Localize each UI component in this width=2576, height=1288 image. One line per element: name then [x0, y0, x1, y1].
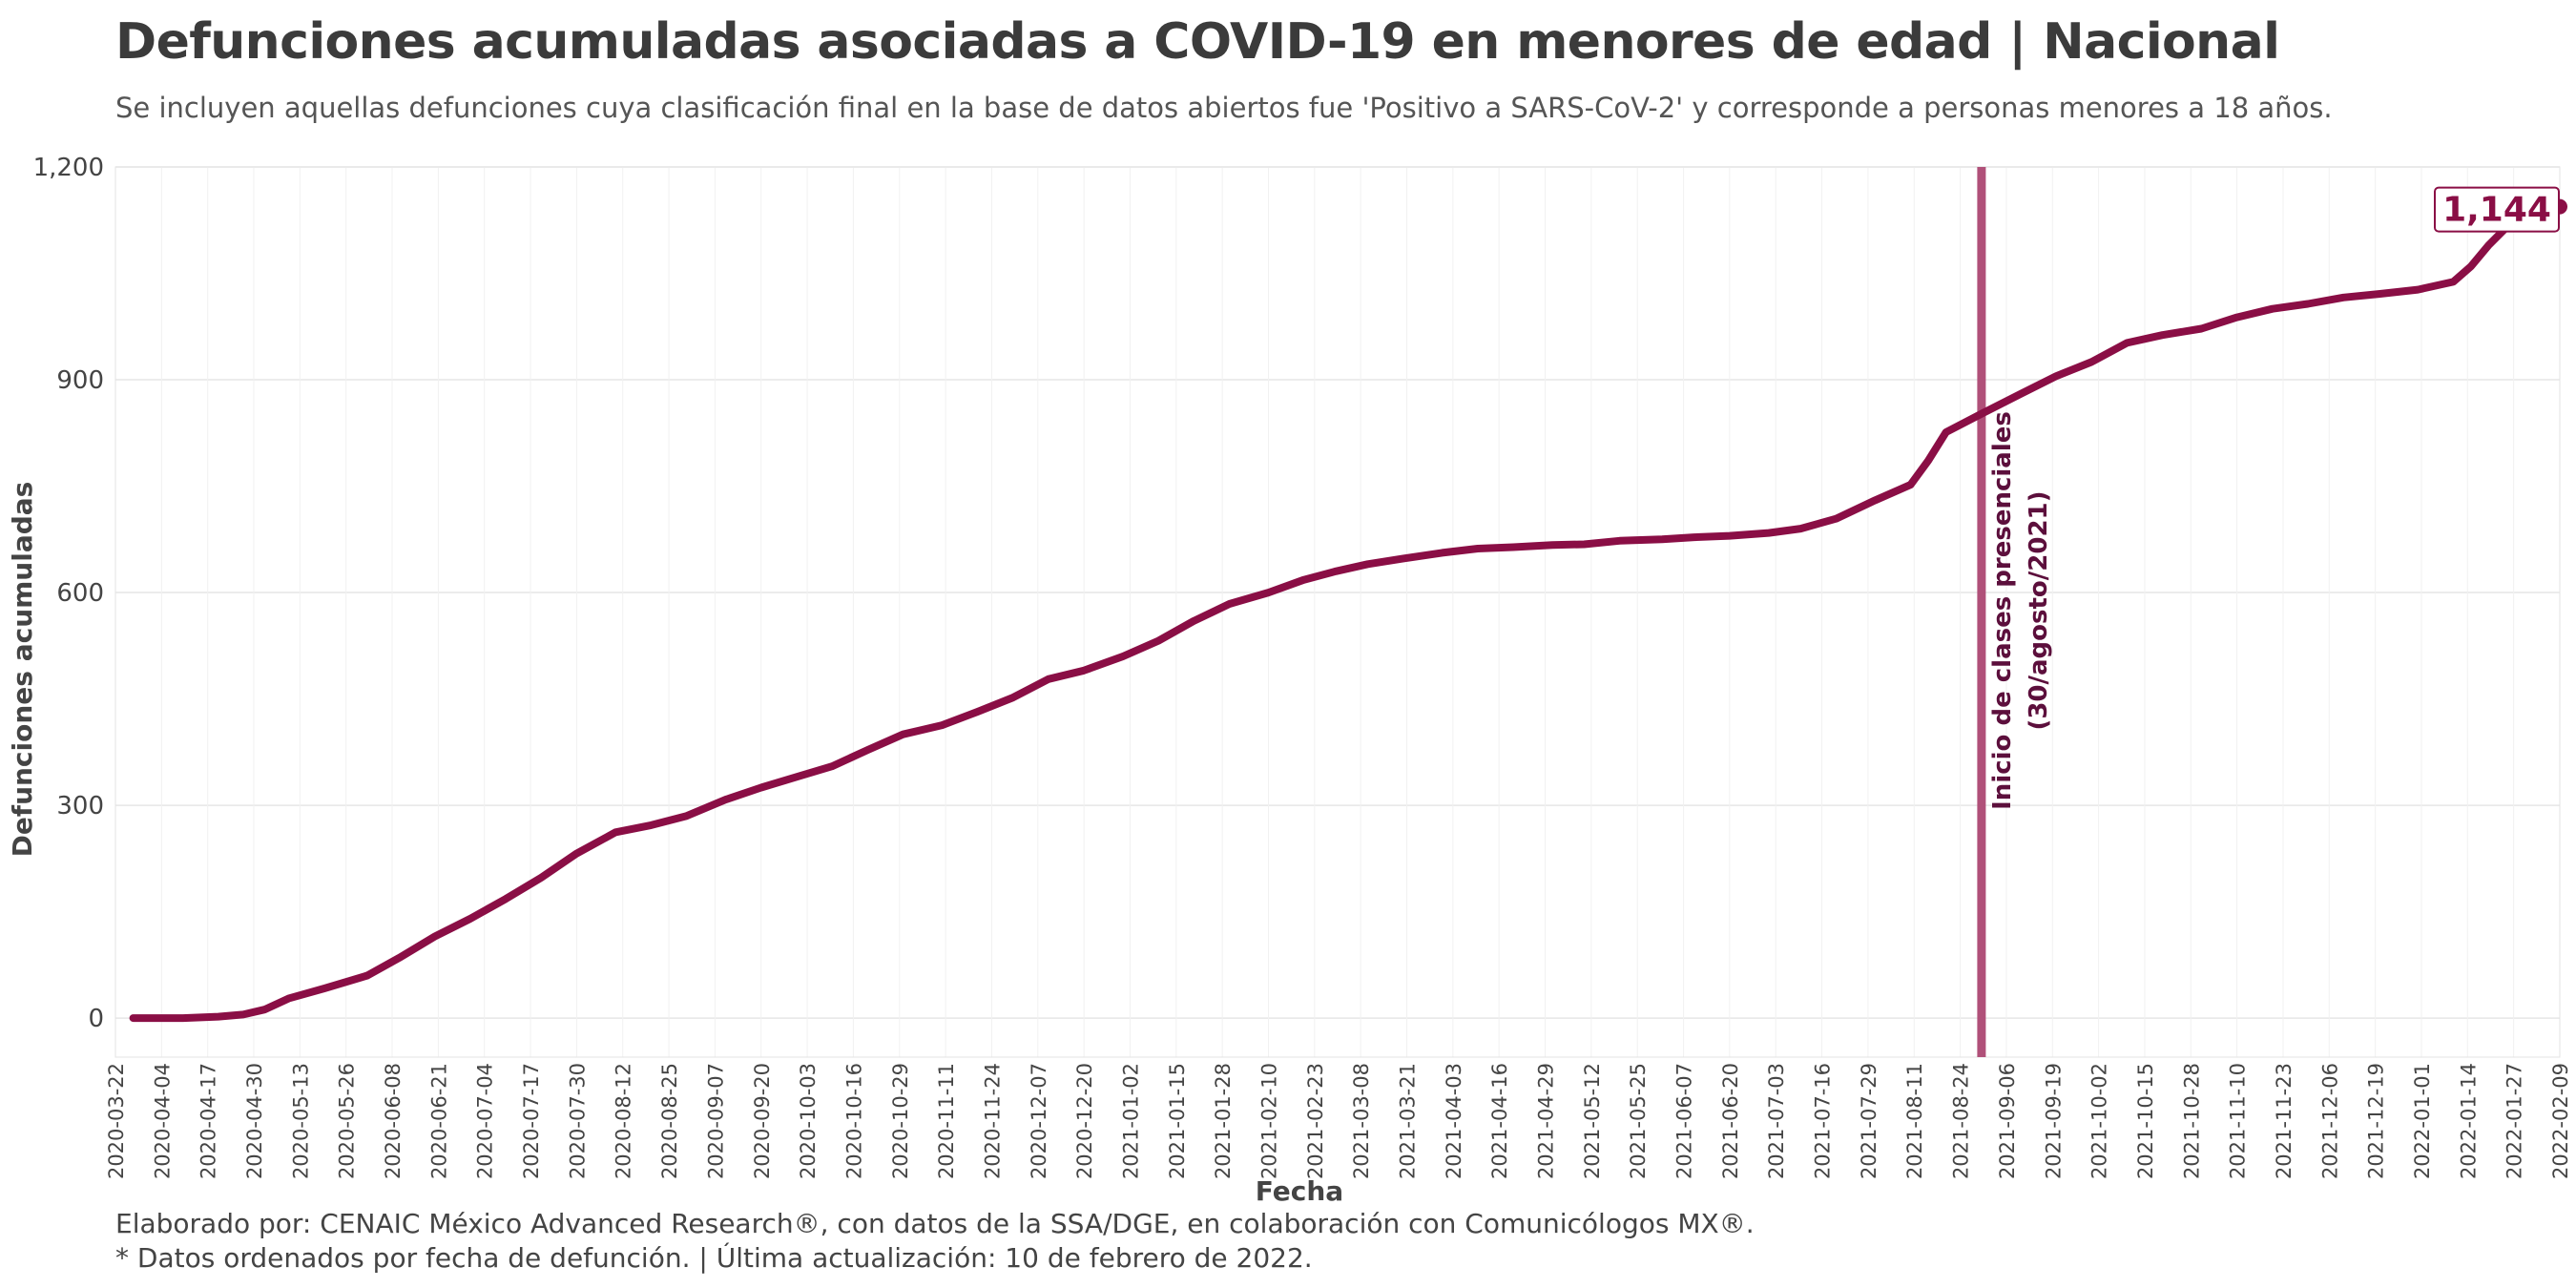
- annotations: Inicio de clases presenciales (30/agosto/…: [1988, 186, 2560, 810]
- y-tick-label: 300: [56, 792, 104, 821]
- x-tick-label: 2021-07-29: [1858, 1063, 1880, 1179]
- x-tick-label: 2021-04-29: [1535, 1063, 1558, 1179]
- x-tick-label: 2021-07-16: [1812, 1063, 1835, 1179]
- x-tick-label: 2021-06-07: [1673, 1063, 1696, 1179]
- end-value-label: 1,144: [2442, 191, 2551, 230]
- y-axis-ticks: 0 300 600 900 1,200: [33, 154, 104, 1033]
- x-tick-label: 2020-07-30: [566, 1063, 589, 1179]
- x-tick-label: 2021-01-28: [1212, 1063, 1235, 1179]
- gridlines: [114, 166, 2561, 1057]
- x-tick-label: 2020-08-25: [658, 1063, 681, 1179]
- x-tick-label: 2022-01-01: [2411, 1063, 2434, 1179]
- x-axis-title: Fecha: [1256, 1175, 1343, 1207]
- x-tick-label: 2020-06-21: [427, 1063, 450, 1179]
- x-tick-label: 2021-11-23: [2273, 1063, 2296, 1179]
- x-tick-label: 2020-11-11: [935, 1063, 958, 1179]
- x-tick-label: 2021-02-10: [1257, 1063, 1280, 1179]
- x-tick-label: 2021-05-25: [1627, 1063, 1650, 1179]
- x-tick-label: 2022-01-27: [2503, 1063, 2526, 1179]
- x-tick-label: 2021-10-15: [2134, 1063, 2157, 1179]
- x-tick-label: 2020-10-03: [797, 1063, 820, 1179]
- x-tick-label: 2020-09-20: [751, 1063, 774, 1179]
- x-tick-label: 2021-03-08: [1350, 1063, 1373, 1179]
- x-tick-label: 2020-04-30: [243, 1063, 266, 1179]
- x-tick-label: 2021-08-11: [1903, 1063, 1926, 1179]
- x-tick-label: 2021-05-12: [1581, 1063, 1604, 1179]
- series-line: [129, 198, 2567, 1023]
- x-tick-label: 2021-11-10: [2227, 1063, 2250, 1179]
- x-tick-label: 2021-10-28: [2180, 1063, 2203, 1179]
- x-tick-label: 2021-01-15: [1166, 1063, 1189, 1179]
- x-tick-label: 2020-04-17: [197, 1063, 220, 1179]
- end-value-box: [2434, 186, 2560, 233]
- x-tick-label: 2020-10-16: [842, 1063, 865, 1179]
- credit-caption: Elaborado por: CENAIC México Advanced Re…: [115, 1208, 1755, 1239]
- x-tick-label: 2020-07-04: [474, 1063, 497, 1179]
- x-tick-label: 2020-05-13: [289, 1063, 312, 1179]
- y-axis-title: Defunciones acumuladas: [7, 482, 38, 858]
- x-tick-label: 2021-08-24: [1950, 1063, 1973, 1179]
- y-tick-label: 0: [88, 1005, 104, 1033]
- y-tick-label: 900: [56, 366, 104, 395]
- x-tick-label: 2020-04-04: [151, 1063, 174, 1179]
- x-tick-label: 2020-12-07: [1028, 1063, 1050, 1179]
- x-tick-label: 2020-09-07: [704, 1063, 727, 1179]
- x-tick-label: 2020-11-24: [981, 1063, 1004, 1179]
- x-tick-label: 2020-07-17: [520, 1063, 543, 1179]
- plot-frame: [114, 166, 2561, 1058]
- x-tick-label: 2020-05-26: [336, 1063, 359, 1179]
- y-tick-label: 1,200: [33, 154, 104, 182]
- vline-annotation-date: (30/agosto/2021): [2025, 490, 2053, 730]
- vline-annotation-text: Inicio de clases presenciales: [1988, 411, 2017, 810]
- x-tick-label: 2022-02-09: [2549, 1063, 2572, 1179]
- x-tick-label: 2020-06-08: [382, 1063, 405, 1179]
- x-tick-label: 2021-03-21: [1397, 1063, 1420, 1179]
- x-tick-label: 2021-12-19: [2365, 1063, 2388, 1179]
- y-tick-label: 600: [56, 579, 104, 608]
- x-tick-label: 2022-01-14: [2457, 1063, 2480, 1179]
- chart-title: Defunciones acumuladas asociadas a COVID…: [115, 13, 2280, 71]
- x-tick-label: 2021-04-03: [1443, 1063, 1465, 1179]
- x-tick-label: 2020-10-29: [889, 1063, 912, 1179]
- x-tick-label: 2021-02-23: [1304, 1063, 1327, 1179]
- x-tick-label: 2021-09-06: [1996, 1063, 2019, 1179]
- x-tick-label: 2021-01-02: [1119, 1063, 1142, 1179]
- x-tick-label: 2021-06-20: [1719, 1063, 1742, 1179]
- x-tick-label: 2021-12-06: [2318, 1063, 2341, 1179]
- x-axis-ticks: 2020-03-22 2020-04-04 2020-04-17 2020-04-30…: [105, 1063, 2572, 1179]
- x-tick-label: 2021-04-16: [1488, 1063, 1511, 1179]
- x-tick-label: 2020-08-12: [613, 1063, 635, 1179]
- x-tick-label: 2021-07-03: [1765, 1063, 1788, 1179]
- x-tick-label: 2021-09-19: [2042, 1063, 2065, 1179]
- x-tick-label: 2020-03-22: [105, 1063, 128, 1179]
- x-tick-label: 2020-12-20: [1073, 1063, 1096, 1179]
- chart-subtitle: Se incluyen aquellas defunciones cuya cl…: [115, 92, 2333, 124]
- update-note: * Datos ordenados por fecha de defunción…: [115, 1242, 1313, 1274]
- x-tick-label: 2021-10-02: [2088, 1063, 2111, 1179]
- axis-labels: Fecha Defunciones acumuladas: [7, 482, 1343, 1207]
- data-line: [129, 202, 2564, 1023]
